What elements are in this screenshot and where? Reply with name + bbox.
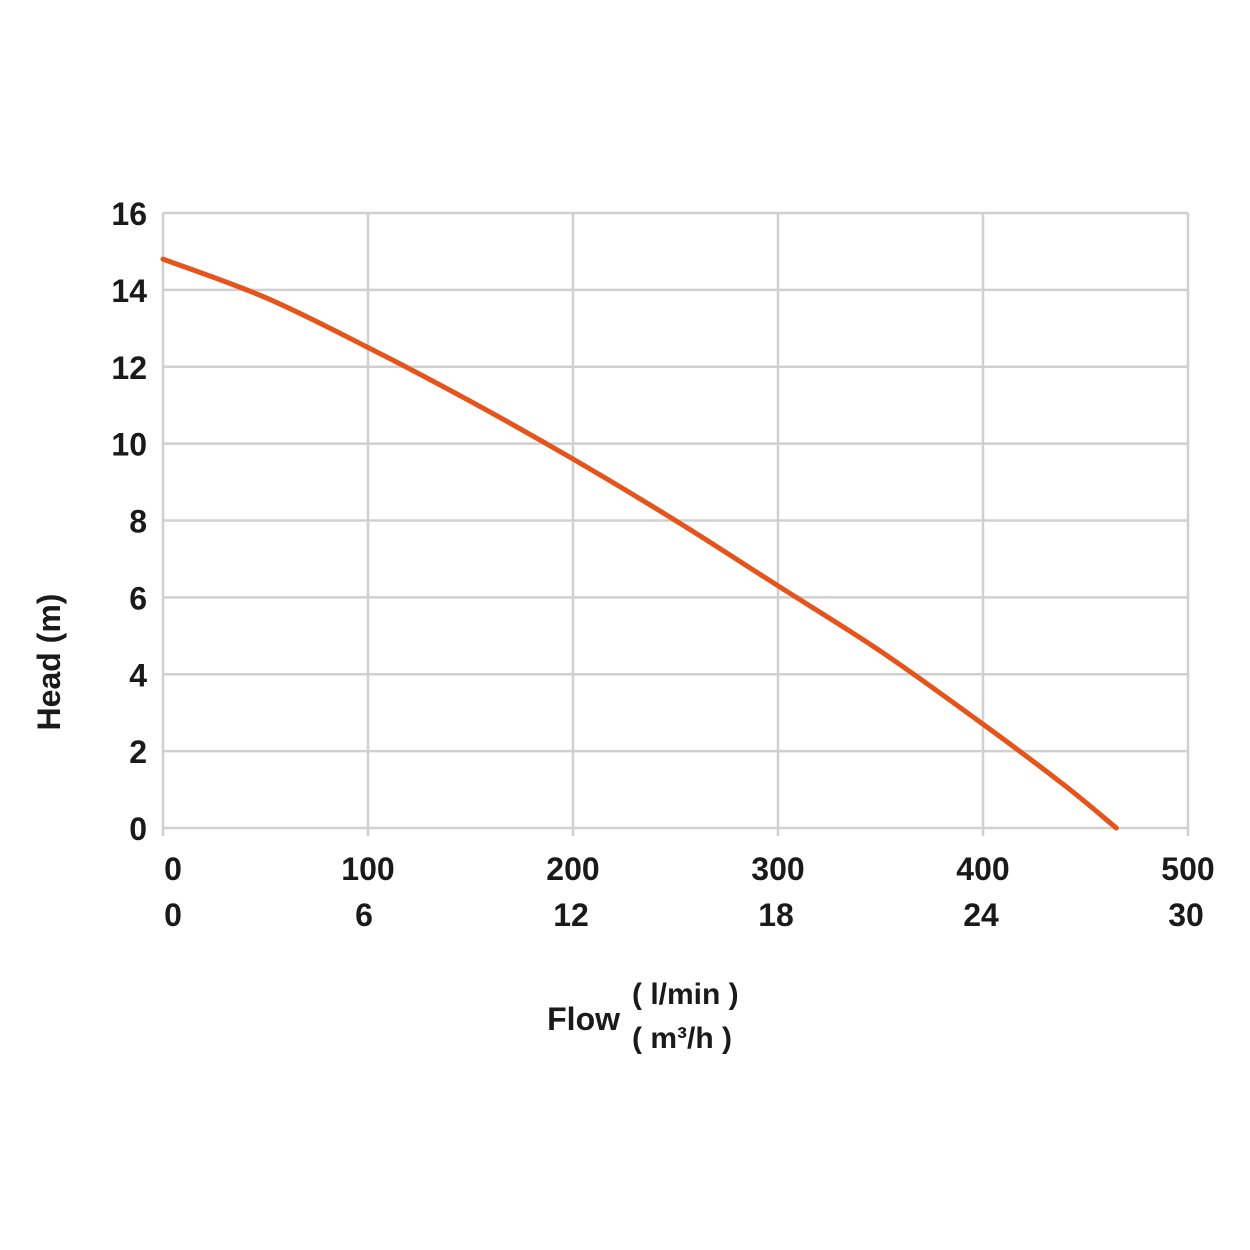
grid	[161, 211, 1190, 836]
y-tick-label: 2	[129, 734, 147, 770]
x-axis-ticks-lmin: 0 100 200 300 400 500	[164, 851, 1215, 887]
x-tick-label-m3h: 24	[963, 897, 999, 933]
y-tick-label: 10	[111, 427, 147, 463]
x-tick-label-m3h: 30	[1168, 897, 1204, 933]
x-tick-label-lmin: 500	[1161, 851, 1214, 887]
x-axis-label: Flow	[547, 1001, 620, 1037]
y-axis-ticks: 0 2 4 6 8 10 12 14 16	[111, 196, 147, 847]
x-tick-label-lmin: 0	[164, 851, 182, 887]
series-line	[160, 256, 1119, 831]
x-tick-label-lmin: 200	[546, 851, 599, 887]
x-tick-label-m3h: 6	[355, 897, 373, 933]
x-axis-unit-m3h: ( m³/h )	[632, 1022, 732, 1055]
y-tick-label: 8	[129, 504, 147, 540]
x-tick-label-m3h: 12	[553, 897, 589, 933]
x-tick-label-lmin: 300	[751, 851, 804, 887]
y-tick-label: 14	[111, 273, 147, 309]
y-tick-label: 16	[111, 196, 147, 232]
y-tick-label: 4	[129, 657, 147, 693]
y-tick-label: 6	[129, 580, 147, 616]
x-axis-ticks-m3h: 0 6 12 18 24 30	[164, 897, 1204, 933]
x-tick-label-m3h: 18	[758, 897, 794, 933]
y-tick-label: 12	[111, 350, 147, 386]
y-axis-label: Head (m)	[31, 594, 67, 731]
x-axis-unit-lmin: ( l/min )	[632, 978, 739, 1011]
x-tick-label-lmin: 400	[956, 851, 1009, 887]
y-tick-label: 0	[129, 811, 147, 847]
x-tick-label-lmin: 100	[341, 851, 394, 887]
x-tick-label-m3h: 0	[164, 897, 182, 933]
